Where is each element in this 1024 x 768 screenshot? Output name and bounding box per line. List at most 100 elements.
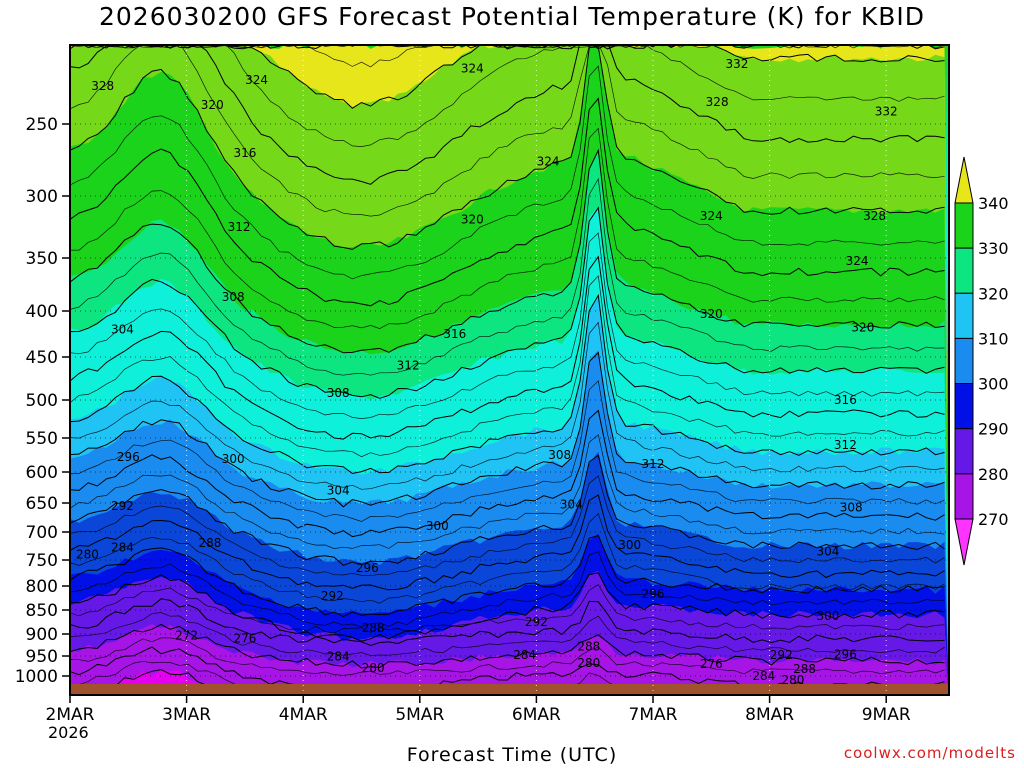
contour-line (70, 148, 945, 354)
y-tick-label: 850 (26, 601, 58, 621)
contour-label: 292 (111, 499, 134, 513)
contour-line (70, 434, 945, 549)
contour-line (70, 380, 945, 522)
contour-label: 308 (840, 501, 863, 515)
contour-label: 296 (117, 450, 140, 464)
y-tick-label: 400 (26, 302, 58, 322)
contour-label: 328 (863, 209, 886, 223)
y-tick-label: 350 (26, 249, 58, 269)
contour-label: 288 (198, 536, 221, 550)
contour-label: 308 (222, 290, 245, 304)
x-axis-year-label: 2026 (48, 723, 89, 742)
contour-label: 288 (577, 639, 600, 653)
contour-label: 272 (175, 628, 198, 642)
contour-line (70, 475, 945, 577)
contour-line (70, 45, 945, 50)
colorbar-label: 290 (978, 420, 1009, 439)
colorbar-segment (954, 247, 974, 294)
contour-label: 320 (461, 213, 484, 227)
contour-label: 280 (362, 661, 385, 675)
contour-label: 300 (618, 538, 641, 552)
x-tick-label: 6MAR (512, 705, 561, 725)
contour-label: 316 (834, 393, 857, 407)
contour-label: 320 (201, 98, 224, 112)
contour-line (70, 45, 945, 185)
contour-line (70, 534, 945, 618)
contour-label: 284 (327, 649, 350, 663)
contour-label: 328 (91, 79, 114, 93)
contour-label: 320 (851, 321, 874, 335)
contour-line (70, 551, 945, 628)
x-axis-title: Forecast Time (UTC) (406, 744, 618, 766)
contour-line (70, 584, 945, 634)
colorbar-segment (954, 292, 974, 339)
y-tick-label: 250 (26, 115, 58, 135)
plot-frame (69, 44, 950, 696)
colorbar-segment (954, 337, 974, 385)
contour-label: 316 (233, 146, 256, 160)
y-tick-label: 650 (26, 494, 58, 514)
contour-line (70, 232, 945, 419)
ground-strip (70, 684, 949, 695)
y-axis: 250 300 350 400 450 500 550 600 650 700 750 800 850 9… (15, 115, 70, 687)
contour-label: 300 (816, 609, 839, 623)
contour-label: 276 (233, 631, 256, 645)
x-tick-label: 3MAR (162, 705, 211, 725)
contour-label: 292 (525, 615, 548, 629)
colorbar-segment (954, 428, 974, 475)
contour-label: 312 (642, 457, 665, 471)
contour-label: 296 (642, 587, 665, 601)
contour-band (70, 624, 949, 695)
contour-label: 304 (327, 484, 350, 498)
contour-line (70, 65, 945, 280)
colorbar-label: 280 (978, 465, 1009, 484)
x-tick-label: 7MAR (629, 705, 678, 725)
y-tick-label: 950 (26, 647, 58, 667)
contour-line (70, 255, 945, 440)
contour-label: 324 (846, 254, 869, 268)
x-tick-label: 8MAR (745, 705, 794, 725)
contour-label: 308 (548, 448, 571, 462)
contour-line (70, 275, 945, 458)
contour-line (70, 293, 945, 475)
contour-label: 312 (834, 438, 857, 452)
contour-line (70, 572, 945, 642)
x-axis: 2MAR 3MAR 4MAR 5MAR 6MAR 7MAR 8MAR 9MAR (46, 695, 911, 725)
x-tick-label: 4MAR (279, 705, 328, 725)
colorbar-label: 310 (978, 329, 1009, 348)
colorbar-segment (954, 202, 974, 249)
contour-lines (70, 45, 945, 695)
colorbar-bottom-arrow (954, 518, 974, 566)
contour-line (70, 45, 945, 109)
contour-line (70, 127, 945, 329)
contour-label: 332 (875, 104, 898, 118)
contour-line (70, 646, 945, 691)
y-tick-label: 300 (26, 187, 58, 207)
contour-label: 308 (327, 386, 350, 400)
chart-title: 2026030200 GFS Forecast Potential Temper… (99, 2, 925, 31)
contour-label: 324 (700, 209, 723, 223)
y-tick-label: 800 (26, 577, 58, 597)
contour-line (70, 454, 945, 566)
contour-line (70, 46, 945, 250)
contour-line (70, 177, 945, 376)
x-tick-label: 9MAR (862, 705, 911, 725)
contour-label: 292 (770, 648, 793, 662)
colorbar-top-arrow (954, 156, 974, 204)
contour-label: 312 (228, 220, 251, 234)
x-tick-label: 5MAR (395, 705, 444, 725)
contour-label: 332 (725, 57, 748, 71)
y-tick-label: 500 (26, 391, 58, 411)
contour-label: 288 (362, 621, 385, 635)
contour-label: 280 (577, 656, 600, 670)
contour-label: 316 (443, 327, 466, 341)
contour-label: 300 (222, 452, 245, 466)
colorbar-label: 270 (978, 510, 1009, 529)
plot-area: 328 324 320 324 332 328 332 316 324 312 320 324 328 3… (69, 44, 950, 696)
contour-line (70, 321, 945, 490)
contour-label: 304 (111, 322, 134, 336)
contour-label: 284 (513, 648, 536, 662)
contour-label: 300 (426, 519, 449, 533)
contour-line (70, 206, 945, 399)
